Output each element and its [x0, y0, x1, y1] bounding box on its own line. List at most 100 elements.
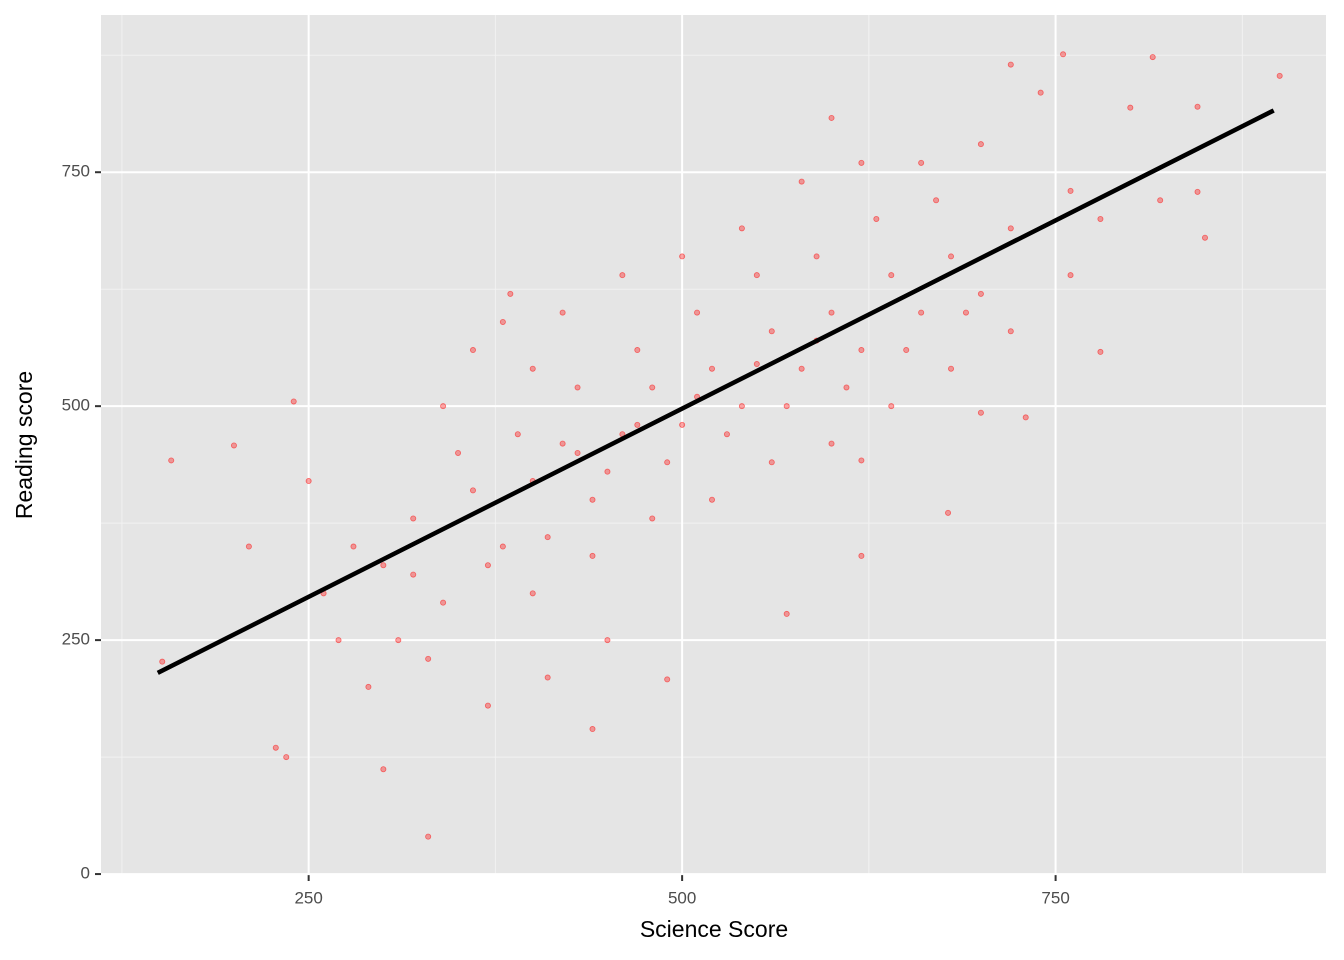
- point: [574, 384, 581, 391]
- point: [544, 674, 551, 681]
- y-axis-title: Reading score: [11, 371, 37, 519]
- point: [410, 571, 417, 578]
- point: [634, 421, 641, 428]
- point: [425, 833, 432, 840]
- point: [873, 216, 880, 223]
- x-tick-label: 250: [294, 888, 322, 907]
- point: [559, 440, 566, 447]
- point: [440, 403, 447, 410]
- point: [1157, 197, 1164, 204]
- x-axis-title: Science Score: [640, 916, 788, 942]
- point: [649, 515, 656, 522]
- point: [1201, 234, 1208, 241]
- point: [828, 114, 835, 121]
- point: [1007, 225, 1014, 232]
- point: [410, 515, 417, 522]
- point: [305, 478, 312, 485]
- point: [514, 431, 521, 438]
- point: [918, 309, 925, 316]
- point: [1194, 103, 1201, 110]
- point: [977, 409, 984, 416]
- point: [813, 253, 820, 260]
- point: [888, 272, 895, 279]
- point: [499, 318, 506, 325]
- point: [350, 543, 357, 550]
- point: [380, 562, 387, 569]
- point: [888, 403, 895, 410]
- point: [507, 290, 514, 297]
- point: [425, 655, 432, 662]
- point: [753, 361, 760, 368]
- point: [529, 590, 536, 597]
- point: [664, 676, 671, 683]
- point: [1037, 89, 1044, 96]
- point: [843, 384, 850, 391]
- point: [1194, 188, 1201, 195]
- point: [977, 141, 984, 148]
- point: [679, 421, 686, 428]
- point: [1007, 61, 1014, 68]
- y-tick-label: 0: [81, 864, 90, 883]
- point: [1060, 51, 1067, 58]
- point: [283, 754, 290, 761]
- point: [1067, 272, 1074, 279]
- point: [738, 403, 745, 410]
- point: [589, 552, 596, 559]
- point: [828, 309, 835, 316]
- point: [858, 159, 865, 166]
- point: [335, 637, 342, 644]
- point: [828, 440, 835, 447]
- point: [977, 290, 984, 297]
- point: [664, 459, 671, 466]
- point: [768, 459, 775, 466]
- point: [798, 365, 805, 372]
- point: [365, 683, 372, 690]
- point: [469, 347, 476, 354]
- point: [768, 328, 775, 335]
- point: [544, 534, 551, 541]
- point: [1022, 414, 1029, 421]
- panel: [101, 15, 1326, 875]
- point: [290, 398, 297, 405]
- point: [858, 347, 865, 354]
- point: [798, 178, 805, 185]
- point: [619, 272, 626, 279]
- point: [272, 744, 279, 751]
- y-tick-label: 750: [62, 162, 90, 181]
- point: [604, 637, 611, 644]
- point: [395, 637, 402, 644]
- point: [230, 442, 237, 449]
- y-tick-label: 250: [62, 630, 90, 649]
- point: [709, 365, 716, 372]
- fit-line: [156, 108, 1275, 675]
- point: [649, 384, 656, 391]
- point: [679, 253, 686, 260]
- point: [484, 562, 491, 569]
- point: [783, 403, 790, 410]
- point: [945, 509, 952, 516]
- point: [1276, 72, 1283, 79]
- point: [1097, 348, 1104, 355]
- point: [159, 658, 166, 665]
- point: [858, 457, 865, 464]
- point: [559, 309, 566, 316]
- point: [1007, 328, 1014, 335]
- point: [903, 347, 910, 354]
- x-tick-label: 500: [668, 888, 696, 907]
- point: [1067, 187, 1074, 194]
- point: [933, 197, 940, 204]
- point: [484, 702, 491, 709]
- point: [499, 543, 506, 550]
- point: [694, 309, 701, 316]
- point: [380, 766, 387, 773]
- y-tick-label: 500: [62, 396, 90, 415]
- point: [738, 225, 745, 232]
- point: [723, 431, 730, 438]
- point: [858, 552, 865, 559]
- point: [948, 253, 955, 260]
- point: [168, 457, 175, 464]
- point: [962, 309, 969, 316]
- point: [589, 726, 596, 733]
- point: [918, 159, 925, 166]
- point: [529, 365, 536, 372]
